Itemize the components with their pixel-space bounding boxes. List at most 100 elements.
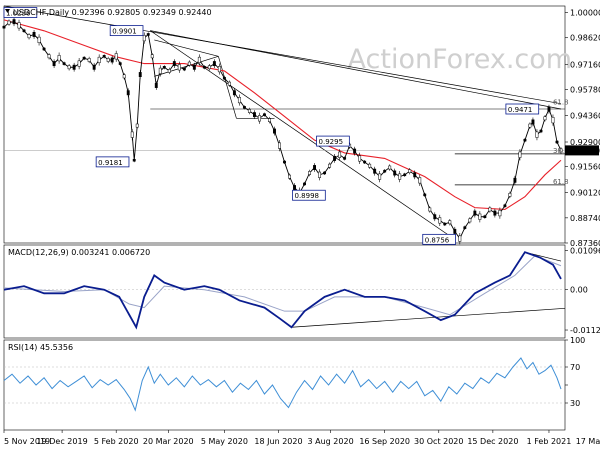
rsi-tick-label: 70 <box>570 363 580 372</box>
watermark-text: ActionForex.com <box>348 44 573 75</box>
candle-body <box>237 97 241 104</box>
level-label-box <box>3 7 38 18</box>
candle-body <box>448 220 452 225</box>
x-axis-label: 19 Dec 2019 <box>37 437 88 446</box>
macd-signal-line <box>3 255 562 316</box>
candle-body <box>418 177 422 184</box>
chart-header-text: USDCHF,Daily 0.92396 0.92805 0.92349 0.9… <box>13 8 212 17</box>
candle-body <box>110 57 114 63</box>
x-axis-label: 17 Mar 2021 <box>576 437 600 446</box>
candle-body <box>428 207 432 212</box>
rsi-tick-label: 30 <box>570 399 580 408</box>
price-tick-label: 0.91560 <box>570 162 600 171</box>
candle-body <box>146 33 150 36</box>
candle-body <box>154 83 158 88</box>
candle-body <box>167 69 171 73</box>
candle-body <box>328 163 332 168</box>
candle-body <box>403 173 407 177</box>
macd-tick-label: 0.00 <box>570 286 588 295</box>
candle-body <box>37 36 41 43</box>
candle-body <box>303 182 306 186</box>
candle-body <box>12 19 16 25</box>
candle-body <box>197 56 201 64</box>
rsi-tick-label: 100 <box>570 336 585 345</box>
trend-line <box>154 39 219 57</box>
level-label: 1.0236 <box>6 10 31 18</box>
candle-body <box>126 90 130 96</box>
candle-body <box>158 67 162 74</box>
candle-body <box>47 54 51 59</box>
candle-body <box>559 148 563 153</box>
candle-body <box>433 214 437 220</box>
candle-body <box>102 55 106 58</box>
candle-body <box>27 34 31 39</box>
candle-body <box>7 20 11 25</box>
candle-body <box>288 174 291 179</box>
level-label-box <box>95 156 130 168</box>
candle-body <box>531 119 535 125</box>
candle-body <box>363 160 367 164</box>
price-tick-label: 0.94360 <box>570 111 600 120</box>
candle-body <box>227 81 231 86</box>
macd-title: MACD(12,26,9) 0.003241 0.006720 <box>8 248 150 257</box>
candle-body <box>150 54 154 59</box>
price-tick-label: 0.98620 <box>570 34 600 43</box>
macd-trend-line <box>291 307 566 328</box>
candle-body <box>247 109 251 113</box>
price-tick-label: 0.88740 <box>570 214 600 223</box>
price-tick-label: 0.92900 <box>570 138 600 147</box>
candle-body <box>473 210 477 216</box>
x-axis-label: 1 Feb 2021 <box>527 437 572 446</box>
x-axis-label: 30 Oct 2020 <box>414 437 463 446</box>
candle-body <box>82 56 86 60</box>
candle-body <box>551 117 555 124</box>
level-label: 0.9295 <box>319 138 344 146</box>
candle-body <box>77 60 81 67</box>
candle-body <box>42 47 46 51</box>
level-label-box <box>316 135 350 147</box>
candle-body <box>523 138 527 142</box>
candle-body <box>97 56 101 64</box>
candle-body <box>22 29 26 33</box>
candle-body <box>453 228 457 234</box>
candle-body <box>513 177 517 183</box>
candle-body <box>358 155 362 162</box>
candle-body <box>207 65 211 70</box>
rsi-title: RSI(14) 45.5356 <box>8 343 73 352</box>
pane-frame-3 <box>3 339 566 431</box>
level-label: 0.8998 <box>295 192 320 200</box>
candle-body <box>543 116 547 121</box>
candle-body <box>130 131 134 138</box>
candle-body <box>388 165 392 170</box>
candle-body <box>539 129 543 133</box>
candle-body <box>187 61 191 66</box>
candle-body <box>398 173 402 180</box>
candle-body <box>67 65 71 70</box>
candle-body <box>468 218 472 223</box>
fib-label: 38.2 <box>553 147 569 155</box>
candle-body <box>493 210 497 216</box>
x-axis-label: 5 Feb 2020 <box>94 437 139 446</box>
moving-average-line <box>3 19 562 211</box>
candle-body <box>323 171 327 175</box>
candle-body <box>87 58 91 62</box>
candle-body <box>555 140 559 144</box>
x-axis-label: 15 Dec 2020 <box>467 437 518 446</box>
candle-body <box>177 64 181 71</box>
level-label-box <box>422 233 456 245</box>
last-price-marker <box>565 145 599 156</box>
candle-body <box>222 76 226 80</box>
candle-body <box>313 165 317 170</box>
candle-body <box>463 226 467 229</box>
candle-body <box>278 142 281 149</box>
x-axis-label: 20 Mar 2020 <box>143 437 194 446</box>
level-label-box <box>109 25 144 37</box>
candle-body <box>135 123 139 128</box>
candle-body <box>162 66 166 69</box>
macd-tick-label: -0.01127 <box>570 326 600 335</box>
candle-body <box>217 66 221 73</box>
candle-body <box>353 148 357 154</box>
candle-body <box>368 163 372 168</box>
candle-body <box>508 193 512 197</box>
